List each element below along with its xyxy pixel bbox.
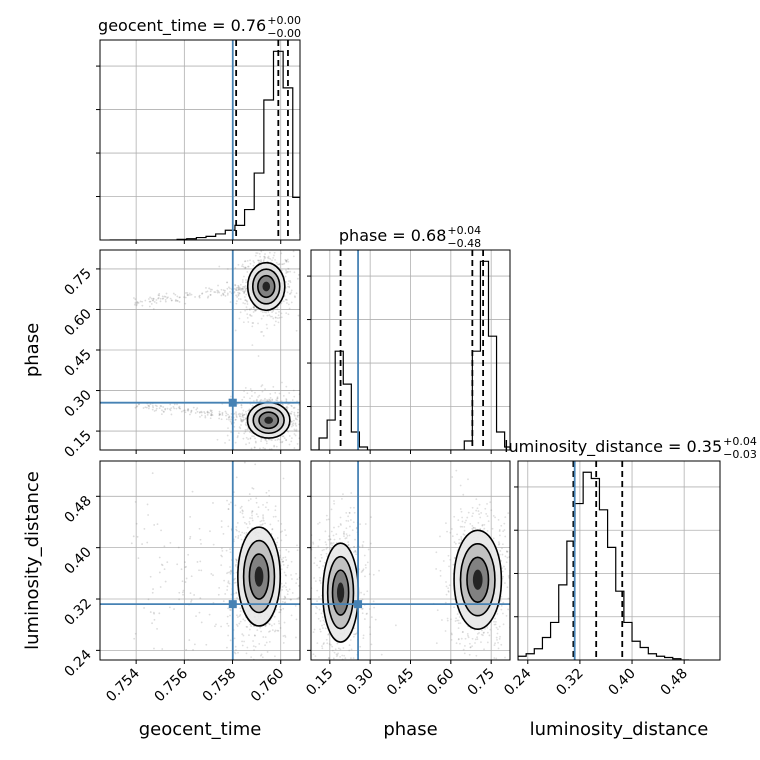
- panel-content: [100, 461, 300, 660]
- y-tick-label: 0.40: [61, 544, 94, 577]
- panel-border: [517, 460, 721, 661]
- truth-marker: [228, 600, 237, 609]
- x-axis-label-geocent_time: geocent_time: [139, 719, 262, 740]
- y-tick-label: 0.32: [61, 596, 94, 629]
- y-tick-label: 0.24: [61, 647, 94, 680]
- histogram-phase: [311, 260, 510, 450]
- panel-content: [100, 250, 300, 450]
- title-text: luminosity_distance = 0.35: [504, 437, 722, 457]
- y-axis-label-luminosity_distance: luminosity_distance: [22, 471, 43, 650]
- hist-panel-geocent_time: [96, 39, 301, 241]
- title-plus: +0.04: [447, 224, 481, 237]
- y-tick-label: 0.30: [61, 387, 94, 420]
- x-tick-label: 0.754: [103, 665, 143, 705]
- title-plus: +0.00: [267, 14, 301, 27]
- title-luminosity_distance: luminosity_distance = 0.35 +0.04−0.03: [504, 435, 757, 461]
- panel-border: [99, 460, 301, 661]
- density-contour: [472, 569, 483, 590]
- hist-panel-luminosity_distance: [514, 460, 721, 661]
- x-tick-label: 0.45: [384, 666, 417, 699]
- title-minus: −0.03: [723, 448, 757, 461]
- x-tick-label: 0.24: [501, 665, 534, 698]
- y-tick-label: 0.60: [61, 306, 94, 339]
- truth-marker: [354, 600, 363, 609]
- x-axis-label-phase: phase: [383, 719, 437, 740]
- y-tick-label: 0.48: [61, 493, 94, 526]
- histogram-luminosity_distance: [518, 471, 690, 660]
- y-tick-label: 0.45: [61, 347, 94, 380]
- density-contour: [254, 566, 264, 587]
- panel-content: [311, 461, 510, 660]
- panel-content: [100, 40, 300, 240]
- panel-geocent_time-vs-luminosity_distance: [99, 460, 301, 661]
- x-tick-label: 0.760: [248, 666, 288, 706]
- x-tick-label: 0.48: [658, 666, 691, 699]
- title-text: geocent_time = 0.76: [98, 16, 266, 36]
- y-tick-label: 0.15: [61, 428, 94, 461]
- panel-background: [518, 461, 720, 660]
- title-phase: phase = 0.68 +0.04−0.48: [339, 224, 481, 250]
- y-tick-label: 0.75: [61, 265, 94, 298]
- panel-content: [311, 250, 510, 450]
- x-tick-label: 0.32: [553, 666, 586, 699]
- histogram-geocent_time: [109, 50, 300, 240]
- panel-border: [99, 39, 301, 241]
- x-axis-label-luminosity_distance: luminosity_distance: [530, 719, 709, 740]
- x-tick-label: 0.758: [200, 666, 240, 706]
- density-contour: [264, 416, 274, 424]
- title-minus: −0.00: [267, 27, 301, 40]
- x-tick-label: 0.756: [152, 665, 192, 705]
- x-tick-label: 0.40: [606, 666, 639, 699]
- hist-panel-phase: [307, 249, 511, 451]
- x-tick-label: 0.15: [303, 666, 336, 699]
- panel-content: [518, 461, 720, 660]
- title-plus: +0.04: [723, 435, 757, 448]
- title-minus: −0.48: [447, 237, 481, 250]
- x-tick-label: 0.60: [424, 666, 457, 699]
- density-contour: [336, 582, 345, 603]
- x-tick-label: 0.30: [344, 666, 377, 699]
- panel-phase-vs-luminosity_distance: [310, 460, 511, 661]
- y-axis-label-phase: phase: [22, 323, 43, 377]
- density-contour: [262, 281, 271, 292]
- panel-background: [100, 40, 300, 240]
- x-tick-label: 0.75: [465, 666, 498, 699]
- panel-geocent_time-vs-phase: [99, 249, 301, 451]
- title-text: phase = 0.68: [339, 226, 446, 245]
- title-geocent_time: geocent_time = 0.76 +0.00−0.00: [98, 14, 301, 40]
- truth-marker: [228, 398, 237, 407]
